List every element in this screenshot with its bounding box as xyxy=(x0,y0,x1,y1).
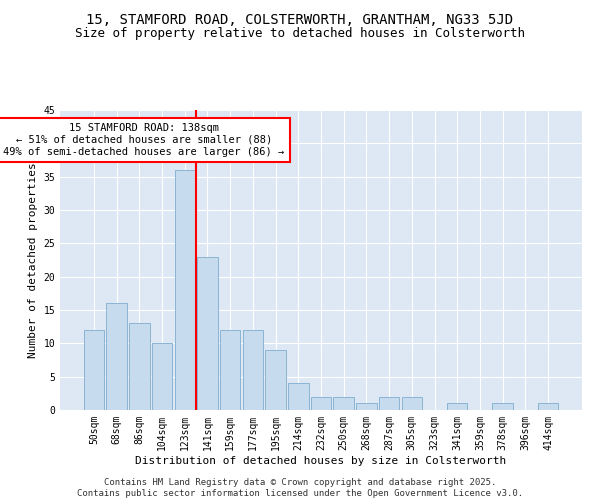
Bar xyxy=(538,404,558,410)
Bar xyxy=(401,396,422,410)
Bar xyxy=(175,170,195,410)
Bar xyxy=(334,396,354,410)
X-axis label: Distribution of detached houses by size in Colsterworth: Distribution of detached houses by size … xyxy=(136,456,506,466)
Text: Size of property relative to detached houses in Colsterworth: Size of property relative to detached ho… xyxy=(75,28,525,40)
Bar xyxy=(84,330,104,410)
Y-axis label: Number of detached properties: Number of detached properties xyxy=(28,162,38,358)
Bar xyxy=(220,330,241,410)
Bar xyxy=(311,396,331,410)
Bar xyxy=(152,344,172,410)
Bar xyxy=(242,330,263,410)
Bar xyxy=(197,256,218,410)
Bar xyxy=(379,396,400,410)
Text: Contains HM Land Registry data © Crown copyright and database right 2025.
Contai: Contains HM Land Registry data © Crown c… xyxy=(77,478,523,498)
Bar xyxy=(265,350,286,410)
Bar xyxy=(493,404,513,410)
Bar xyxy=(356,404,377,410)
Text: 15 STAMFORD ROAD: 138sqm
← 51% of detached houses are smaller (88)
49% of semi-d: 15 STAMFORD ROAD: 138sqm ← 51% of detach… xyxy=(3,124,284,156)
Bar xyxy=(447,404,467,410)
Bar xyxy=(288,384,308,410)
Bar xyxy=(106,304,127,410)
Bar xyxy=(129,324,149,410)
Text: 15, STAMFORD ROAD, COLSTERWORTH, GRANTHAM, NG33 5JD: 15, STAMFORD ROAD, COLSTERWORTH, GRANTHA… xyxy=(86,12,514,26)
